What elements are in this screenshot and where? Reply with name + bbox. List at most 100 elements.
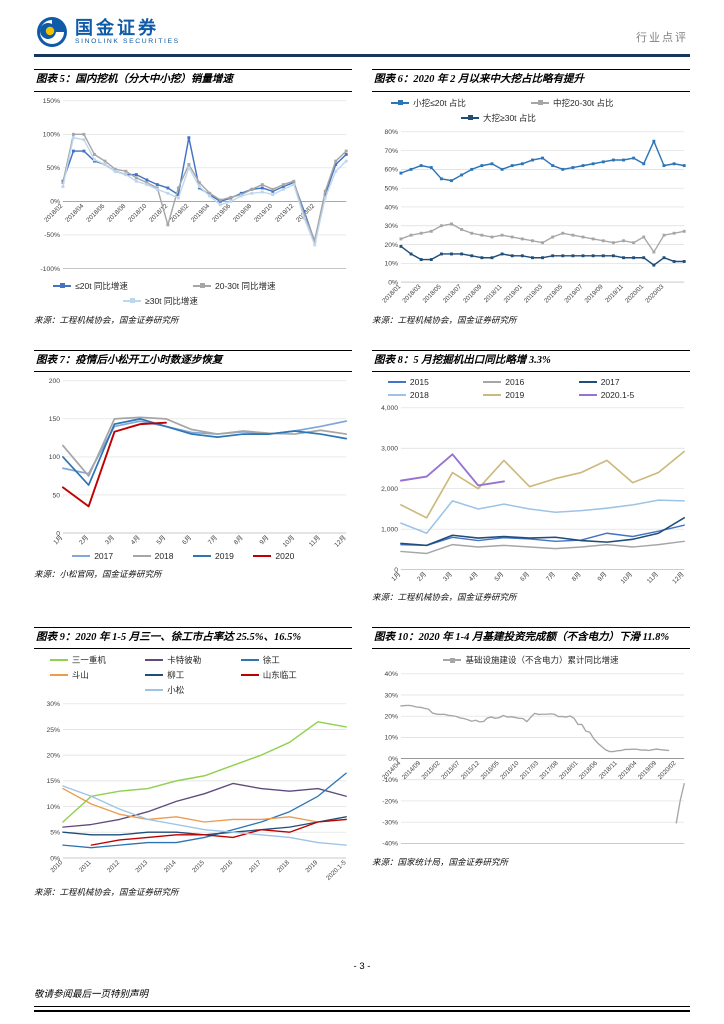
legend-item: 中挖20-30t 占比 [531, 97, 671, 109]
legend-swatch [145, 689, 164, 692]
x-tick-label: 12月 [332, 534, 347, 549]
series-marker [71, 135, 75, 139]
report-header: 国金证券 SINOLINK SECURITIES 行业点评 [34, 14, 690, 54]
series-marker [113, 167, 117, 171]
series-marker [409, 233, 413, 237]
legend-swatch [145, 674, 164, 677]
series-marker [622, 255, 625, 259]
y-tick-label: 40% [385, 671, 398, 678]
x-tick-label: 2014 [163, 859, 178, 874]
series-line [62, 418, 348, 487]
x-tick-label: 7月 [206, 534, 219, 547]
y-tick-label: 0 [56, 531, 60, 538]
series-marker [450, 222, 453, 226]
series-line [400, 704, 685, 824]
figure-panel-9: 图表 9：2020 年 1-5 月三一、徐工市占率达 25.5%、16.5% 三… [34, 626, 352, 899]
x-tick-label: 2019 [304, 859, 319, 874]
series-marker [642, 255, 646, 259]
series-marker [399, 171, 403, 175]
figure-panel-5: 图表 5：国内挖机（分大中小挖）销量增速 -100% -50% 0% 50% 100% 1… [34, 69, 352, 326]
series-marker [197, 180, 201, 184]
series-marker [218, 198, 222, 202]
x-tick-label: 11月 [645, 571, 660, 586]
disclaimer-note: 敬请参阅最后一页特别声明 [34, 989, 149, 1000]
legend-label: 2017 [600, 377, 620, 388]
figure-legend: 2017 2018 2019 2020 [34, 549, 352, 563]
series-marker [313, 238, 317, 242]
x-tick-label: 2018/11 [483, 283, 504, 304]
legend-swatch [387, 394, 406, 397]
x-tick-label: 2月 [415, 571, 428, 584]
series-line [62, 721, 347, 823]
series-marker [460, 173, 464, 177]
series-marker [71, 132, 75, 136]
series-marker [531, 239, 534, 242]
series-marker [92, 152, 96, 156]
legend-label: 小松 [167, 685, 185, 696]
x-tick-label: 2019/11 [604, 283, 625, 304]
series-marker [429, 257, 433, 261]
series-marker [292, 179, 296, 183]
legend-swatch [387, 381, 406, 384]
figure-source: 来源：小松官网，国金证券研究所 [34, 568, 162, 579]
series-marker [145, 178, 149, 182]
sinolink-logo-icon [37, 17, 67, 47]
x-tick-label: 2020/02 [657, 760, 678, 781]
legend-swatch [240, 674, 259, 677]
series-marker [82, 137, 86, 141]
series-line [62, 788, 347, 823]
series-marker [271, 187, 275, 191]
series-marker [682, 259, 686, 263]
y-tick-label: 30% [385, 223, 398, 230]
series-marker [611, 240, 615, 244]
x-tick-label: 2018/11 [598, 760, 619, 781]
y-tick-label: 0% [50, 198, 60, 205]
legend-swatch [578, 381, 597, 384]
y-tick-label: 5% [50, 830, 60, 837]
legend-item: 大挖≥30t 占比 [461, 112, 601, 124]
series-marker [500, 233, 504, 237]
legend-marker-icon [129, 298, 135, 304]
series-marker [470, 231, 474, 235]
page-number: - 3 - [353, 960, 371, 972]
series-marker [124, 172, 128, 176]
series-marker [323, 189, 327, 193]
series-marker [399, 244, 403, 248]
footer-rule [34, 1005, 690, 1007]
legend-swatch [132, 554, 151, 557]
series-marker [611, 158, 615, 162]
series-marker [571, 254, 575, 257]
y-tick-label: 50% [47, 165, 60, 172]
x-tick-label: 3月 [441, 571, 454, 584]
legend-label: 徐工 [262, 655, 280, 666]
legend-marker-icon [537, 100, 543, 106]
series-marker [302, 216, 306, 220]
x-tick-label: 2018/08 [106, 202, 127, 223]
series-marker [682, 163, 686, 167]
legend-label: 2020.1-5 [600, 390, 635, 401]
series-marker [176, 192, 180, 196]
series-marker [500, 167, 504, 171]
series-marker [344, 159, 348, 163]
series-marker [622, 158, 625, 162]
doc-type-label: 行业点评 [636, 32, 688, 44]
x-tick-label: 9月 [596, 571, 609, 584]
y-tick-label: 25% [47, 727, 60, 734]
series-marker [480, 233, 484, 237]
legend-label: 20-30t 同比增速 [215, 280, 276, 291]
y-tick-label: 80% [385, 129, 398, 136]
legend-label: 中挖20-30t 占比 [553, 97, 614, 108]
x-tick-label: 2019/05 [543, 283, 564, 304]
x-tick-label: 2011 [78, 859, 93, 874]
x-tick-label: 2018/10 [127, 202, 148, 223]
series-marker [470, 254, 474, 257]
legend-swatch [123, 298, 142, 304]
series-line [62, 772, 347, 849]
series-marker [260, 186, 264, 190]
x-tick-label: 2018/04 [64, 202, 85, 223]
series-marker [439, 252, 443, 256]
figure-legend: 三一重机 卡特彼勒 徐工 斗山 柳工 山东临工 小松 [34, 652, 352, 698]
legend-swatch [443, 657, 462, 663]
y-tick-label: 3,000 [381, 446, 398, 453]
legend-item: 2017 [578, 377, 674, 388]
